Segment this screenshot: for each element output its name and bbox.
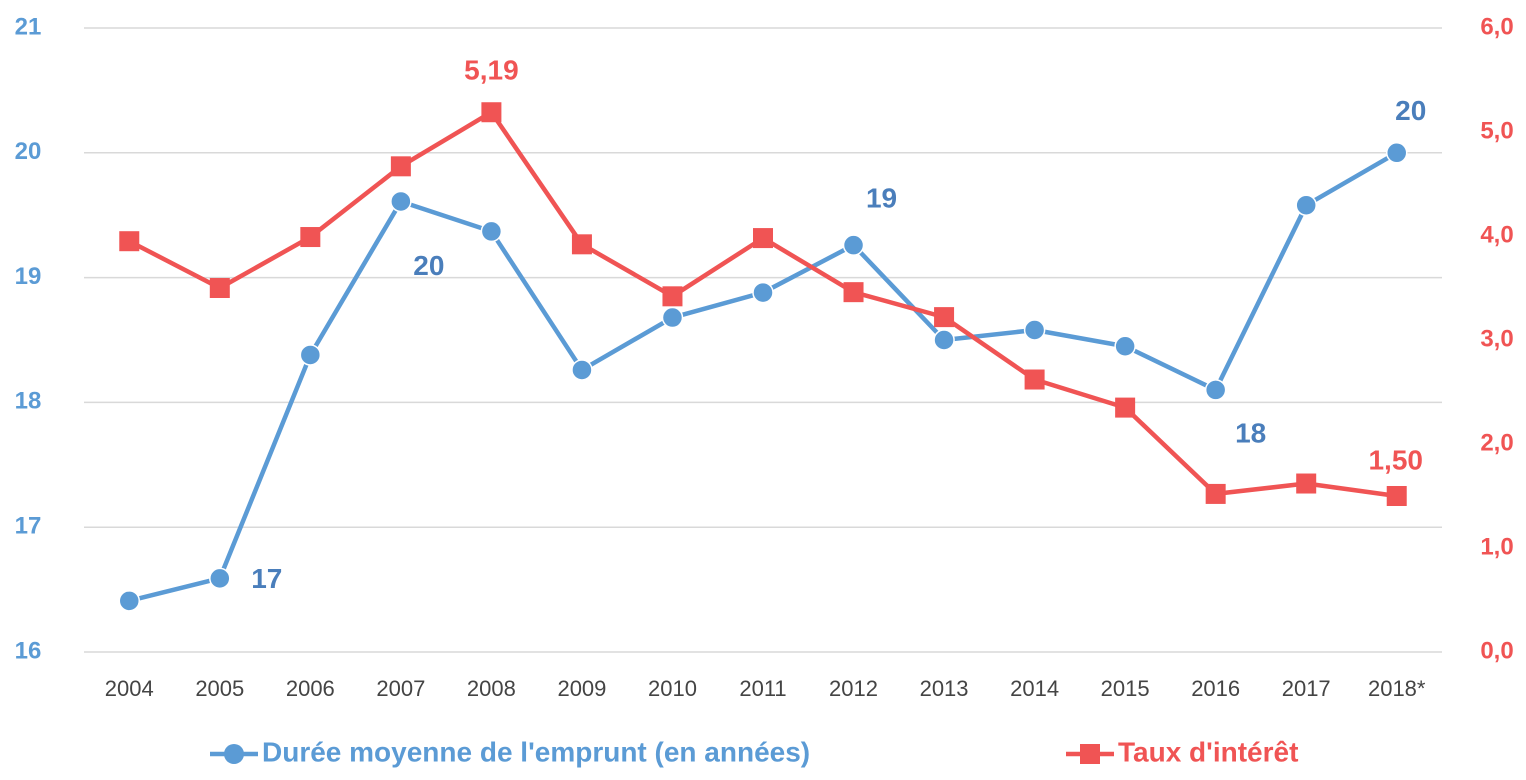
x-tick-label: 2004	[105, 676, 154, 701]
data-label: 20	[413, 250, 444, 281]
x-tick-label: 2018*	[1368, 676, 1426, 701]
y-tick-label: 21	[15, 13, 42, 40]
point	[390, 190, 412, 213]
legend-marker	[224, 744, 244, 764]
point	[119, 231, 140, 252]
x-tick-label: 2005	[195, 676, 244, 701]
point	[481, 102, 502, 123]
data-label: 17	[251, 563, 282, 594]
point	[752, 281, 774, 304]
legend-label: Durée moyenne de l'emprunt (en années)	[262, 736, 810, 767]
x-tick-label: 2014	[1010, 676, 1059, 701]
y-tick-label: 18	[15, 388, 42, 415]
legend-label: Taux d'intérêt	[1118, 736, 1298, 767]
point	[1204, 379, 1227, 401]
point	[1295, 194, 1317, 216]
point	[1386, 486, 1407, 506]
point	[933, 329, 955, 351]
series-line	[128, 150, 1398, 604]
point	[390, 156, 411, 177]
x-tick-label: 2013	[920, 676, 969, 701]
y-tick-label: 19	[15, 263, 42, 290]
y2-tick-label: 5,0	[1480, 117, 1513, 144]
point	[480, 220, 503, 243]
data-label: 5,19	[464, 55, 519, 86]
x-tick-label: 2012	[829, 676, 878, 701]
x-tick-label: 2008	[467, 676, 516, 701]
point	[1385, 142, 1408, 164]
point	[1296, 473, 1317, 494]
data-label: 19	[866, 183, 897, 214]
x-tick-label: 2007	[376, 676, 425, 701]
legend-marker	[1080, 744, 1100, 764]
point	[753, 228, 773, 249]
point	[1205, 483, 1226, 504]
point	[209, 278, 230, 298]
point	[842, 234, 865, 256]
x-tick-label: 2006	[286, 676, 335, 701]
point	[843, 282, 864, 303]
series-line	[128, 109, 1398, 499]
x-tick-label: 2016	[1191, 676, 1240, 701]
x-tick-label: 2011	[739, 676, 786, 701]
point	[1114, 335, 1136, 357]
point	[934, 307, 955, 328]
y-tick-label: 16	[15, 637, 42, 664]
y2-tick-label: 3,0	[1480, 325, 1513, 352]
y2-tick-label: 1,0	[1480, 533, 1513, 560]
x-tick-label: 2015	[1101, 676, 1150, 701]
point	[1024, 369, 1045, 390]
y2-tick-label: 6,0	[1480, 13, 1513, 40]
point	[571, 359, 593, 381]
y-tick-label: 20	[15, 138, 42, 165]
point	[661, 306, 684, 329]
y2-tick-label: 0,0	[1480, 637, 1513, 664]
point	[571, 234, 592, 255]
point	[662, 286, 683, 307]
y2-tick-label: 4,0	[1480, 221, 1513, 248]
point	[1023, 319, 1046, 341]
x-tick-label: 2017	[1282, 676, 1331, 701]
y-tick-label: 17	[15, 513, 42, 540]
data-label: 20	[1395, 95, 1426, 126]
point	[299, 344, 322, 366]
point	[209, 567, 231, 590]
x-tick-label: 2010	[648, 676, 697, 701]
point	[1115, 397, 1136, 418]
data-label: 1,50	[1368, 444, 1423, 475]
point	[118, 590, 141, 612]
data-label: 18	[1235, 417, 1266, 448]
x-tick-label: 2009	[557, 676, 606, 701]
y2-tick-label: 2,0	[1480, 429, 1513, 456]
point	[300, 227, 321, 248]
